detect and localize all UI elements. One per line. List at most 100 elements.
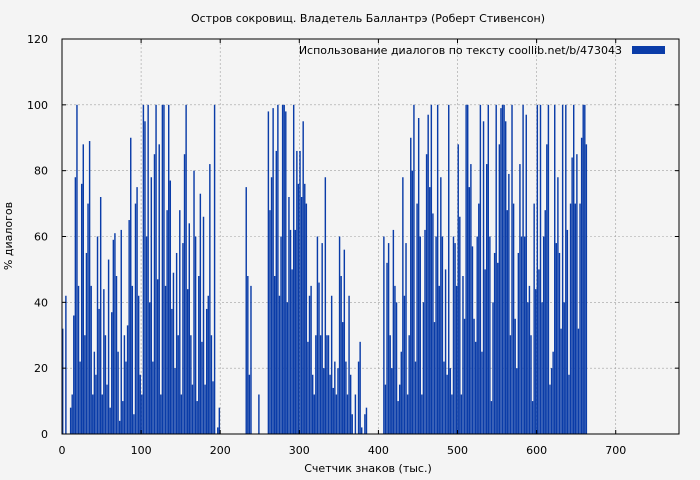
bar — [93, 351, 96, 434]
bar — [69, 407, 72, 434]
bar — [522, 104, 524, 434]
bar — [161, 104, 164, 434]
bar — [342, 322, 344, 434]
bar — [177, 335, 179, 434]
bars — [62, 104, 588, 435]
bar — [569, 203, 572, 434]
bar — [348, 295, 350, 434]
y-tick-label: 20 — [34, 362, 48, 375]
bar — [517, 252, 520, 434]
x-axis: 0 100 200 300 400 500 600 700 — [59, 39, 626, 457]
bar — [87, 203, 89, 434]
bar — [568, 374, 570, 434]
bar — [552, 351, 554, 434]
bar — [112, 239, 115, 434]
bar — [142, 104, 145, 434]
bar — [190, 335, 192, 434]
bar — [485, 164, 488, 435]
bar — [299, 150, 301, 434]
bar — [351, 414, 353, 434]
bar — [549, 384, 551, 434]
bar — [346, 394, 349, 434]
bar — [73, 315, 75, 434]
bar — [340, 276, 342, 434]
bar — [584, 104, 586, 434]
bar — [285, 111, 287, 435]
bar — [155, 104, 157, 434]
bar — [411, 170, 414, 434]
x-tick-label: 700 — [605, 444, 626, 457]
bar — [82, 144, 84, 435]
bar — [77, 285, 80, 434]
bar — [198, 276, 200, 434]
legend-label: Использование диалогов по тексту coollib… — [299, 44, 622, 57]
bar — [512, 203, 515, 434]
bar — [424, 229, 426, 434]
bar — [294, 229, 296, 434]
bar — [164, 285, 167, 434]
bar — [106, 384, 108, 434]
bar — [542, 236, 545, 434]
bar — [427, 114, 429, 434]
bar — [182, 243, 184, 434]
bar — [139, 374, 141, 434]
bar — [417, 118, 420, 434]
bar — [327, 335, 330, 434]
bar — [150, 177, 153, 434]
bar — [530, 335, 532, 434]
bar — [432, 213, 434, 434]
bar — [308, 295, 311, 434]
bar — [405, 243, 407, 434]
bar — [527, 302, 529, 434]
bar — [387, 243, 390, 434]
bar — [133, 414, 135, 434]
bar — [109, 407, 111, 434]
bar — [175, 252, 178, 434]
bar — [403, 295, 406, 434]
y-tick-label: 120 — [27, 33, 48, 46]
bar — [318, 282, 320, 434]
bar — [205, 308, 208, 434]
bar — [180, 394, 183, 434]
bar — [120, 229, 122, 434]
bar — [579, 203, 581, 434]
bar — [212, 381, 214, 434]
bar — [118, 420, 121, 434]
bar — [300, 197, 303, 434]
bar — [128, 220, 130, 434]
bar — [554, 104, 556, 434]
bar — [269, 210, 271, 434]
bar — [167, 104, 170, 434]
bar — [410, 137, 412, 434]
bar — [316, 236, 319, 434]
bar — [76, 104, 78, 434]
bar — [335, 394, 338, 434]
bar — [397, 401, 399, 434]
bar — [193, 170, 195, 434]
y-axis: 0 20 40 60 80 100 120 — [27, 33, 679, 441]
bar — [201, 341, 203, 434]
bar — [85, 252, 88, 434]
bar — [273, 276, 276, 434]
bar — [156, 279, 159, 434]
bar — [576, 154, 578, 435]
bar — [186, 289, 189, 434]
bar — [398, 384, 401, 434]
chart-title: Остров сокровищ. Владетель Баллантрэ (Ро… — [191, 12, 545, 25]
bar — [563, 302, 565, 434]
bar — [191, 384, 194, 434]
bar — [258, 394, 260, 434]
bar — [217, 427, 219, 434]
bar — [96, 236, 99, 434]
bar — [470, 164, 472, 435]
bar — [332, 387, 334, 434]
bar — [421, 394, 423, 434]
bar — [166, 210, 168, 434]
bar — [183, 154, 186, 435]
bar — [580, 137, 583, 434]
bar — [286, 302, 289, 434]
bar — [500, 108, 502, 434]
bar — [202, 216, 205, 434]
bar — [413, 104, 415, 434]
